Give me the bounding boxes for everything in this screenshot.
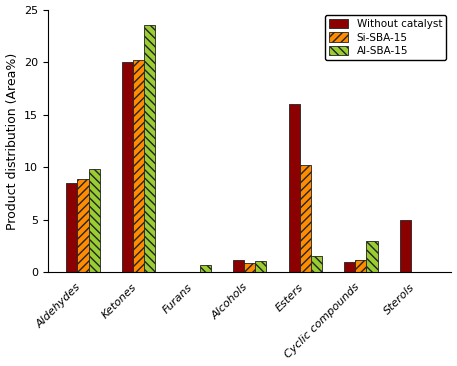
Bar [400,220,411,272]
Bar [133,60,144,272]
Bar [122,62,133,272]
Bar [344,262,355,272]
Bar [77,179,89,272]
Bar [244,263,255,272]
Bar [289,104,300,272]
Bar [200,265,211,272]
Bar [311,255,322,272]
Bar [89,169,100,272]
Bar [255,261,266,272]
Bar [233,260,244,272]
Bar [367,241,377,272]
Bar [355,260,367,272]
Y-axis label: Product distribution (Area%): Product distribution (Area%) [5,52,19,229]
Bar [66,183,77,272]
Bar [300,165,311,272]
Legend: Without catalyst, Si-SBA-15, Al-SBA-15: Without catalyst, Si-SBA-15, Al-SBA-15 [325,15,446,60]
Bar [144,25,155,272]
